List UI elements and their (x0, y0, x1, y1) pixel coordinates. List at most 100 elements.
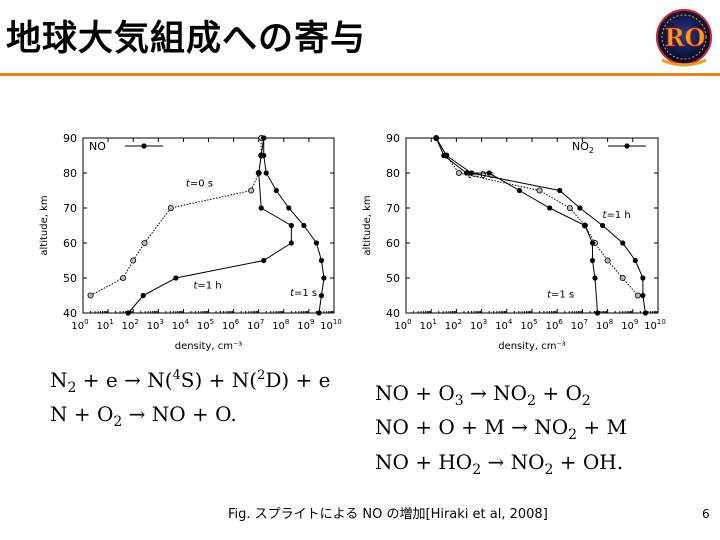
x-tick-exponent: 2 (458, 318, 462, 326)
subscript: 2 (527, 393, 536, 409)
equation-n-o2: N + O2 → NO + O. (50, 402, 237, 430)
series-point (120, 274, 127, 281)
equation-text: NO + O (375, 381, 455, 405)
series-point (258, 205, 264, 211)
y-tick-label: 50 (386, 272, 400, 285)
figure-caption: Fig. スプライトによる NO の増加[Hiraki et al, 2008] (228, 507, 548, 522)
chart-area: 100 101 102 103 104 105 106 107 108 109 1010405060… (39, 132, 666, 352)
legend-text: NO (572, 140, 589, 153)
no-density-chart: 100 101 102 103 104 105 106 107 108 109 1010405060… (39, 132, 342, 352)
superscript: 2 (257, 368, 266, 383)
x-tick-exponent: 4 (185, 318, 190, 326)
series-point (318, 257, 325, 264)
series-point (486, 170, 492, 176)
series-point (599, 222, 606, 229)
series-line (435, 137, 639, 296)
series-annotation: t=1 h (193, 281, 221, 292)
x-tick-label: 109 (297, 318, 314, 332)
page-number: 6 (702, 507, 710, 521)
legend-label: NO (89, 140, 106, 153)
series-point (640, 275, 646, 281)
series-point (141, 240, 148, 247)
equation-text: S) + N( (180, 368, 258, 392)
x-tick-label: 105 (520, 318, 537, 332)
x-tick-exponent: 9 (634, 318, 638, 326)
subscript: 2 (544, 462, 554, 478)
series-point (589, 240, 596, 246)
annotation-var: t (603, 210, 608, 221)
x-tick-label: 106 (222, 318, 240, 332)
x-tick-exponent: 1 (109, 318, 113, 326)
series-line (90, 138, 262, 296)
annotation-var: t (290, 288, 295, 299)
legend-subscript: 2 (589, 146, 594, 155)
x-tick-label: 105 (197, 318, 214, 332)
series-point (433, 135, 439, 141)
series-point (288, 222, 294, 229)
series-annotation: t=0 s (186, 178, 213, 189)
x-tick-label: 104 (172, 318, 190, 332)
series-point (566, 205, 573, 212)
series-point (301, 222, 307, 229)
x-tick-label: 107 (247, 318, 264, 332)
series-annotation: t=1 s (547, 290, 574, 301)
x-tick-exponent: 10 (333, 318, 342, 326)
logo-text: RO (665, 23, 706, 52)
x-tick-exponent: 8 (285, 318, 289, 326)
x-tick-exponent: 3 (159, 318, 163, 326)
series-point (516, 187, 523, 194)
y-axis-label: altitude, km (362, 195, 373, 255)
equation-text: + M (577, 415, 627, 439)
equation-no-o3: NO + O3 → NO2 + O2 (375, 381, 591, 409)
equation-text: → NO (463, 381, 528, 405)
x-tick-exponent: 1 (432, 318, 436, 326)
equation-text: NO + O + M → NO (375, 415, 569, 439)
x-tick-label: 100 (394, 318, 411, 332)
subscript: 3 (454, 393, 464, 409)
x-tick-label: 100 (71, 318, 88, 332)
slide-title: 地球大気組成への寄与 (6, 19, 367, 59)
annotation-var: t (186, 178, 191, 189)
series-point (125, 310, 131, 316)
y-tick-label: 70 (386, 202, 400, 215)
legend-marker (141, 143, 147, 149)
y-tick-label: 80 (386, 167, 400, 180)
title-underline (0, 73, 720, 76)
annotation-text: =1 h (606, 210, 630, 221)
x-tick-exponent: 3 (483, 318, 487, 326)
series-point (256, 170, 262, 176)
x-tick-label: 103 (147, 318, 164, 332)
subscript: 2 (113, 414, 123, 430)
x-tick-exponent: 7 (584, 318, 588, 326)
equation-text: → NO (481, 450, 545, 474)
series-point (313, 240, 320, 246)
annotation-text: =1 s (294, 288, 317, 299)
x-tick-exponent: 5 (210, 318, 214, 326)
series-point (604, 257, 611, 264)
x-tick-exponent: 4 (508, 318, 513, 326)
series-point (318, 292, 325, 299)
x-tick-exponent: 0 (84, 318, 88, 326)
series-point (594, 310, 601, 316)
x-axis-label: density, cm⁻³ (498, 341, 566, 352)
series-point (288, 240, 294, 246)
annotation-text: =0 s (472, 170, 495, 181)
x-tick-label: 107 (571, 318, 588, 332)
legend-text: NO (89, 140, 106, 153)
series-point (642, 310, 649, 316)
legend-marker (624, 143, 630, 149)
legend-label: NO2 (572, 140, 594, 155)
plot-frame (405, 137, 659, 314)
x-tick-exponent: 0 (407, 318, 411, 326)
series-point (582, 222, 588, 229)
annotation-var: t (193, 281, 198, 292)
series-point (261, 135, 267, 141)
x-tick-label: 1010 (644, 318, 666, 332)
series-point (619, 274, 626, 281)
series-annotation: t=1 s (290, 288, 317, 299)
series-point (316, 310, 322, 316)
x-tick-exponent: 9 (310, 318, 314, 326)
equation-n2-dissociation: N2 + e → N(4S) + N(2D) + e (50, 368, 331, 396)
series-point (321, 275, 327, 281)
annotation-var: t (547, 290, 552, 301)
